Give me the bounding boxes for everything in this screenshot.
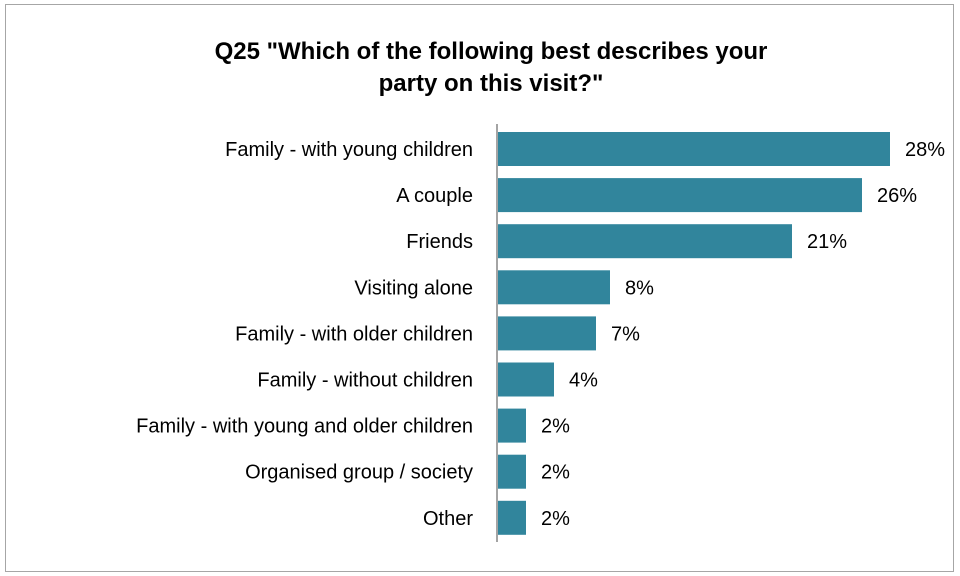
- value-label: 8%: [625, 277, 654, 299]
- bar: [498, 454, 526, 489]
- category-label: Family - with young children: [225, 139, 473, 161]
- category-label: Organised group / society: [245, 462, 473, 484]
- value-label: 4%: [569, 370, 598, 392]
- category-label: Family - with older children: [235, 323, 473, 345]
- chart-frame: [5, 4, 954, 572]
- category-label: Family - with young and older children: [136, 416, 473, 438]
- category-label: A couple: [396, 185, 473, 207]
- bar: [498, 500, 526, 535]
- value-label: 2%: [541, 416, 570, 438]
- bar: [498, 408, 526, 443]
- category-label: Family - without children: [257, 370, 473, 392]
- value-label: 28%: [905, 139, 945, 161]
- category-label: Visiting alone: [354, 277, 473, 299]
- value-label: 2%: [541, 508, 570, 530]
- bar: [498, 316, 596, 351]
- chart-title-line-1: Q25 "Which of the following best describ…: [214, 38, 768, 65]
- bar: [498, 362, 554, 397]
- value-label: 26%: [877, 185, 917, 207]
- bar: [498, 132, 890, 166]
- bar: [498, 270, 610, 305]
- bar: [498, 224, 792, 259]
- chart-title: Q25 "Which of the following best describ…: [0, 36, 960, 100]
- value-label: 2%: [541, 462, 570, 484]
- value-label: 21%: [807, 231, 847, 253]
- value-label: 7%: [611, 323, 640, 345]
- category-label: Friends: [406, 231, 473, 253]
- bar: [498, 178, 862, 213]
- chart-title-line-2: party on this visit?": [378, 70, 604, 97]
- category-label: Other: [423, 508, 473, 530]
